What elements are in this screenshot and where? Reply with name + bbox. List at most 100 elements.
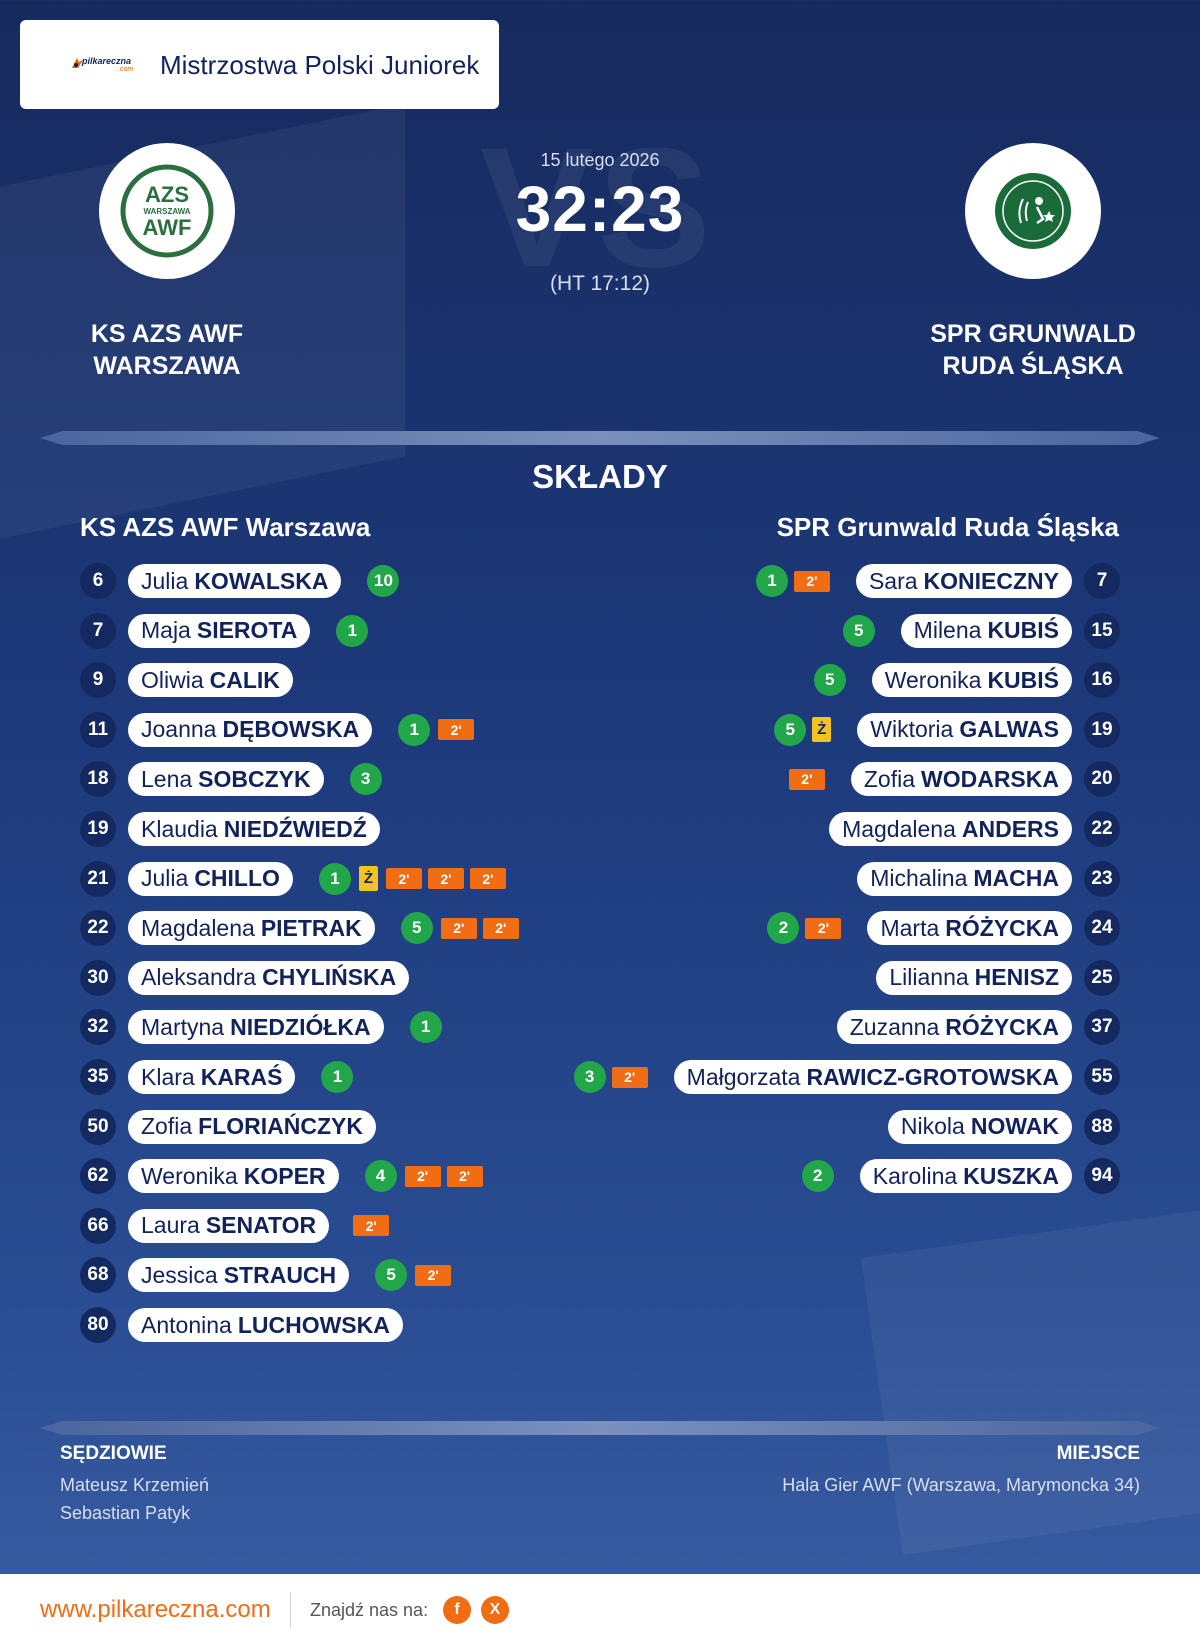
player-first-name: Magdalena — [141, 914, 255, 941]
player-row: 80 Antonina LUCHOWSKA — [80, 1307, 403, 1343]
player-name[interactable]: Weronika KUBIŚ — [871, 663, 1072, 698]
shirt-number: 22 — [80, 910, 116, 947]
player-last-name: KARAŚ — [200, 1063, 283, 1090]
player-name[interactable]: Jessica STRAUCH — [128, 1258, 350, 1293]
player-name[interactable]: Maja SIEROTA — [128, 613, 311, 648]
player-first-name: Lilianna — [889, 964, 969, 991]
player-first-name: Zofia — [863, 765, 915, 792]
player-last-name: GALWAS — [959, 716, 1059, 743]
suspension-badge: 2' — [385, 868, 422, 890]
facebook-icon[interactable]: f — [443, 1596, 471, 1624]
pilkareczna-logo[interactable]: pilkareczna .com — [70, 52, 142, 78]
player-last-name: NIEDŹWIEDŹ — [223, 815, 367, 842]
shirt-number: 18 — [80, 761, 116, 798]
player-name[interactable]: Lena SOBCZYK — [128, 762, 324, 797]
player-name[interactable]: Marta RÓŻYCKA — [867, 911, 1072, 946]
player-name[interactable]: Zuzanna RÓŻYCKA — [836, 1010, 1072, 1045]
shirt-number: 94 — [1084, 1158, 1120, 1195]
goals-badge: 1 — [398, 713, 431, 746]
player-name[interactable]: Weronika KOPER — [128, 1159, 339, 1194]
player-name[interactable]: Julia CHILLO — [128, 861, 293, 896]
player-first-name: Magdalena — [842, 815, 956, 842]
player-last-name: FLORIAŃCZYK — [198, 1113, 363, 1140]
player-name[interactable]: Aleksandra CHYLIŃSKA — [128, 960, 410, 995]
player-name[interactable]: Antonina LUCHOWSKA — [128, 1308, 403, 1342]
suspension-badge: 2' — [793, 570, 830, 592]
player-name[interactable]: Małgorzata RAWICZ-GROTOWSKA — [673, 1060, 1072, 1094]
suspension-badge: 2' — [415, 1264, 452, 1286]
yellow-card-icon: Ż — [812, 717, 832, 743]
suspension-badge: 2' — [404, 1165, 441, 1187]
player-last-name: RAWICZ-GROTOWSKA — [806, 1063, 1059, 1090]
away-lineup-header: SPR Grunwald Ruda Śląska — [776, 512, 1119, 542]
shirt-number: 20 — [1084, 761, 1120, 798]
bottom-bar: www.pilkareczna.com Znajdź nas na: f X — [0, 1574, 1200, 1646]
suspension-badge: 2' — [438, 719, 475, 741]
shirt-number: 50 — [80, 1108, 116, 1145]
home-team-logo: AZS WARSZAWA AWF — [99, 143, 235, 279]
player-row: 19 Klaudia NIEDŹWIEDŹ — [80, 811, 380, 847]
shirt-number: 19 — [1084, 711, 1120, 748]
player-first-name: Jessica — [141, 1261, 218, 1288]
player-name[interactable]: Laura SENATOR — [128, 1208, 330, 1243]
player-name[interactable]: Magdalena PIETRAK — [128, 911, 375, 946]
player-row: 18 Lena SOBCZYK 3 — [80, 761, 382, 798]
player-name[interactable]: Magdalena ANDERS — [829, 812, 1072, 846]
player-name[interactable]: Klaudia NIEDŹWIEDŹ — [128, 812, 380, 846]
player-first-name: Zuzanna — [849, 1013, 940, 1040]
goals-badge: 1 — [409, 1011, 442, 1044]
shirt-number: 24 — [1084, 910, 1120, 947]
shirt-number: 80 — [80, 1307, 116, 1343]
x-icon[interactable]: X — [481, 1596, 509, 1624]
player-name[interactable]: Sara KONIECZNY — [855, 564, 1072, 598]
player-row: 68 Jessica STRAUCH 5 2' — [80, 1257, 452, 1294]
shirt-number: 25 — [1084, 959, 1120, 996]
player-name[interactable]: Zofia WODARSKA — [850, 762, 1072, 797]
player-row: 35 Klara KARAŚ 1 — [80, 1059, 354, 1095]
player-name[interactable]: Michalina MACHA — [857, 861, 1072, 896]
player-first-name: Antonina — [141, 1311, 232, 1338]
away-team-name: SPR GRUNWALD RUDA ŚLĄSKA — [903, 318, 1163, 382]
player-name[interactable]: Milena KUBIŚ — [900, 613, 1072, 648]
suspension-badge: 2' — [427, 868, 464, 890]
player-name[interactable]: Wiktoria GALWAS — [857, 712, 1072, 747]
venue-name: Hala Gier AWF (Warszawa, Marymoncka 34) — [782, 1475, 1140, 1495]
player-last-name: CALIK — [209, 666, 280, 693]
player-row: Magdalena ANDERS 22 — [803, 811, 1120, 847]
player-first-name: Klara — [141, 1063, 195, 1090]
venue-label: MIEJSCE — [1056, 1443, 1140, 1464]
site-link[interactable]: www.pilkareczna.com — [40, 1596, 271, 1623]
player-last-name: LUCHOWSKA — [237, 1311, 390, 1338]
player-last-name: NOWAK — [970, 1113, 1059, 1140]
player-last-name: PIETRAK — [260, 914, 362, 941]
player-name[interactable]: Karolina KUSZKA — [859, 1159, 1072, 1194]
shirt-number: 37 — [1084, 1009, 1120, 1046]
player-row: Zuzanna RÓŻYCKA 37 — [811, 1009, 1120, 1046]
player-row: 2 Karolina KUSZKA 94 — [801, 1158, 1120, 1195]
player-name[interactable]: Lilianna HENISZ — [876, 960, 1072, 995]
player-first-name: Lena — [141, 765, 193, 792]
halftime-score: (HT 17:12) — [550, 272, 650, 295]
player-name[interactable]: Julia KOWALSKA — [128, 564, 342, 598]
suspension-badge: 2' — [805, 917, 842, 939]
player-last-name: KUBIŚ — [987, 617, 1059, 644]
player-last-name: KUBIŚ — [987, 666, 1059, 693]
competition-header: pilkareczna .com Mistrzostwa Polski Juni… — [20, 20, 499, 109]
player-name[interactable]: Zofia FLORIAŃCZYK — [128, 1109, 376, 1144]
brand-swoosh-icon — [72, 58, 83, 68]
player-last-name: HENISZ — [974, 964, 1059, 991]
player-row: 50 Zofia FLORIAŃCZYK — [80, 1108, 376, 1145]
player-name[interactable]: Martyna NIEDZIÓŁKA — [128, 1010, 384, 1045]
player-name[interactable]: Klara KARAŚ — [128, 1060, 296, 1094]
footer-divider — [40, 1421, 1160, 1435]
goals-badge: 5 — [375, 1259, 408, 1292]
player-name[interactable]: Joanna DĘBOWSKA — [128, 712, 373, 747]
player-name[interactable]: Oliwia CALIK — [128, 663, 293, 698]
player-name[interactable]: Nikola NOWAK — [887, 1109, 1072, 1144]
shirt-number: 68 — [80, 1257, 116, 1294]
player-first-name: Nikola — [900, 1113, 965, 1140]
bar-separator — [290, 1592, 291, 1628]
shirt-number: 88 — [1084, 1108, 1120, 1145]
player-last-name: WODARSKA — [921, 765, 1059, 792]
player-first-name: Julia — [141, 567, 189, 594]
